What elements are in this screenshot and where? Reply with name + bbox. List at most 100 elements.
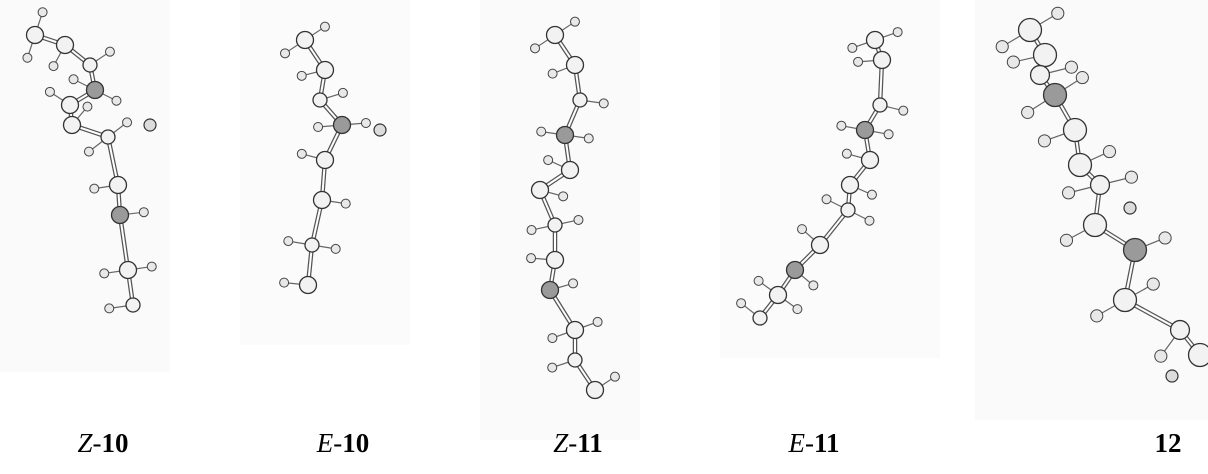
- atom: [565, 320, 585, 340]
- panel-background: [720, 0, 940, 358]
- hydrogen-atom: [736, 298, 747, 309]
- atom: [60, 95, 80, 115]
- atom: [108, 175, 128, 195]
- atom: [1067, 152, 1093, 178]
- hydrogen-atom: [111, 95, 122, 106]
- atom: [315, 60, 335, 80]
- atom: [840, 202, 856, 218]
- atom: [312, 190, 332, 210]
- atom: [1122, 237, 1148, 263]
- label-number: 11: [814, 428, 840, 458]
- hydrogen-atom: [296, 148, 307, 159]
- hydrogen-atom: [583, 133, 594, 144]
- atom: [855, 120, 875, 140]
- hydrogen-atom: [866, 189, 877, 200]
- hydrogen-atom: [104, 303, 115, 314]
- atom: [82, 57, 98, 73]
- atom: [110, 205, 130, 225]
- atom: [373, 123, 387, 137]
- hydrogen-atom: [1061, 186, 1076, 200]
- hydrogen-atom: [1158, 231, 1172, 245]
- label-prefix: Z-: [553, 428, 577, 458]
- atom: [567, 352, 583, 368]
- atom: [1187, 342, 1208, 368]
- label-prefix: E-: [788, 428, 814, 458]
- hydrogen-atom: [122, 117, 133, 128]
- hydrogen-atom: [821, 194, 832, 205]
- hydrogen-atom: [146, 261, 157, 272]
- hydrogen-atom: [89, 183, 100, 194]
- hydrogen-atom: [598, 98, 609, 109]
- hydrogen-atom: [864, 215, 875, 226]
- hydrogen-atom: [1021, 105, 1035, 119]
- hydrogen-atom: [547, 362, 558, 373]
- hydrogen-atom: [337, 87, 348, 98]
- atom: [860, 150, 880, 170]
- hydrogen-atom: [573, 214, 584, 225]
- hydrogen-atom: [296, 70, 307, 81]
- atom: [315, 150, 335, 170]
- hydrogen-atom: [543, 155, 554, 166]
- atom: [1062, 117, 1088, 143]
- atom: [62, 115, 82, 135]
- atom: [810, 235, 830, 255]
- hydrogen-atom: [883, 129, 894, 140]
- atom: [872, 50, 892, 70]
- label-prefix: Z-: [77, 428, 101, 458]
- label-number: 10: [102, 428, 129, 458]
- atom: [540, 280, 560, 300]
- hydrogen-atom: [526, 225, 537, 236]
- hydrogen-atom: [753, 275, 764, 286]
- hydrogen-atom: [1102, 145, 1117, 159]
- atom: [565, 55, 585, 75]
- compound-label: E-11: [788, 428, 840, 458]
- compound-label: E-10: [316, 428, 369, 458]
- label-prefix: E-: [316, 428, 342, 458]
- compound-label: Z-10: [77, 428, 128, 458]
- hydrogen-atom: [797, 224, 808, 235]
- hydrogen-atom: [280, 48, 291, 59]
- atom: [304, 237, 320, 253]
- hydrogen-atom: [1064, 60, 1079, 74]
- label-number: 11: [577, 428, 603, 458]
- label-number: 12: [1155, 428, 1182, 458]
- hydrogen-atom: [104, 46, 115, 57]
- atom: [1017, 17, 1043, 43]
- hydrogen-atom: [319, 21, 330, 32]
- hydrogen-atom: [609, 371, 620, 382]
- atom: [125, 297, 141, 313]
- atom: [100, 129, 116, 145]
- bond: [119, 214, 129, 271]
- hydrogen-atom: [792, 304, 803, 315]
- hydrogen-atom: [808, 280, 819, 291]
- hydrogen-atom: [360, 118, 371, 129]
- hydrogen-atom: [592, 316, 603, 327]
- atom: [545, 250, 565, 270]
- hydrogen-atom: [1075, 71, 1089, 85]
- atom: [530, 180, 550, 200]
- atom: [1032, 42, 1058, 68]
- hydrogen-atom: [283, 236, 294, 247]
- atom: [312, 92, 328, 108]
- atom: [118, 260, 138, 280]
- hydrogen-atom: [530, 43, 541, 54]
- atom: [298, 275, 318, 295]
- atom: [572, 92, 588, 108]
- hydrogen-atom: [48, 61, 59, 72]
- hydrogen-atom: [99, 268, 110, 279]
- atom: [585, 380, 605, 400]
- atom: [25, 25, 45, 45]
- hydrogen-atom: [568, 278, 579, 289]
- molecules: [22, 6, 1208, 400]
- hydrogen-atom: [841, 148, 852, 159]
- atom: [555, 125, 575, 145]
- hydrogen-atom: [279, 277, 290, 288]
- atom: [332, 115, 352, 135]
- hydrogen-atom: [340, 198, 351, 209]
- atom: [865, 30, 885, 50]
- hydrogen-atom: [892, 27, 903, 38]
- atom: [560, 160, 580, 180]
- hydrogen-atom: [547, 68, 558, 79]
- hydrogen-atom: [330, 243, 341, 254]
